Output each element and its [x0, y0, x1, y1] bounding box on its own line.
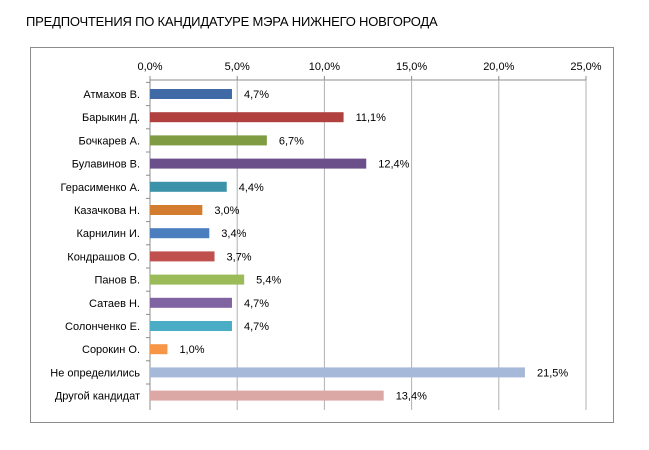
- bar: [150, 367, 525, 378]
- category-label: Панов В.: [94, 275, 140, 287]
- data-label: 11,1%: [356, 112, 387, 124]
- data-label: 4,7%: [244, 321, 269, 333]
- chart-frame: [30, 47, 614, 423]
- bar: [150, 158, 367, 169]
- category-label: Кондрашов О.: [67, 251, 140, 263]
- data-labels: 4,7% 11,1% 6,7% 12,4% 4,4%3,0% 3,4% 3,7% 5,4% 4,…: [179, 89, 568, 403]
- data-label: 12,4%: [378, 159, 409, 171]
- bar: [150, 274, 245, 285]
- bar: [150, 390, 384, 401]
- category-labels: Атмахов В. Барыкин Д. Бочкарев А. Булавинов…: [50, 89, 140, 403]
- x-tick-label: 15,0%: [396, 61, 427, 73]
- chart-title: ПРЕДПОЧТЕНИЯ ПО КАНДИДАТУРЕ МЭРА НИЖНЕГО…: [26, 14, 438, 29]
- data-label: 4,7%: [244, 298, 269, 310]
- bar: [150, 181, 227, 192]
- data-label: 3,4%: [221, 228, 246, 240]
- x-tick-label: 20,0%: [483, 61, 514, 73]
- data-label: 3,7%: [227, 251, 252, 263]
- bar: [150, 89, 232, 99]
- bar: [150, 228, 210, 239]
- bars: [150, 89, 525, 401]
- data-label: 4,4%: [239, 182, 264, 194]
- bar: [150, 135, 267, 146]
- x-tick-label: 5,0%: [225, 61, 250, 73]
- x-tick-label: 10,0%: [309, 61, 340, 73]
- category-label: Сатаев Н.: [89, 298, 140, 310]
- x-axis-ticks: 0,0% 5,0% 10,0% 15,0% 20,0% 25,0%: [137, 61, 601, 73]
- category-label: Сорокин О.: [82, 344, 140, 356]
- data-label: 1,0%: [179, 344, 204, 356]
- data-label: 21,5%: [537, 367, 568, 379]
- bar: [150, 344, 168, 355]
- bar: [150, 321, 232, 331]
- category-label: Герасименко А.: [61, 182, 140, 194]
- bar: [150, 112, 344, 123]
- x-tick-label: 0,0%: [137, 61, 162, 73]
- data-label: 4,7%: [244, 89, 269, 101]
- category-label: Другой кандидат: [55, 391, 140, 403]
- bar: [150, 251, 215, 262]
- category-label: Солонченко Е.: [65, 321, 140, 333]
- data-label: 3,0%: [214, 205, 239, 217]
- category-label: Атмахов В.: [83, 89, 140, 101]
- category-label: Карнилин И.: [76, 228, 140, 240]
- data-label: 13,4%: [396, 391, 427, 403]
- category-label: Булавинов В.: [72, 159, 140, 171]
- x-tick-label: 25,0%: [570, 61, 601, 73]
- data-label: 5,4%: [256, 275, 281, 287]
- category-label: Не определились: [50, 367, 140, 379]
- category-label: Бочкарев А.: [78, 135, 140, 147]
- data-label: 6,7%: [279, 135, 304, 147]
- bar: [150, 297, 232, 308]
- bar: [150, 205, 203, 215]
- grid-lines: [146, 76, 587, 410]
- category-label: Барыкин Д.: [82, 112, 140, 124]
- category-label: Казачкова Н.: [74, 205, 140, 217]
